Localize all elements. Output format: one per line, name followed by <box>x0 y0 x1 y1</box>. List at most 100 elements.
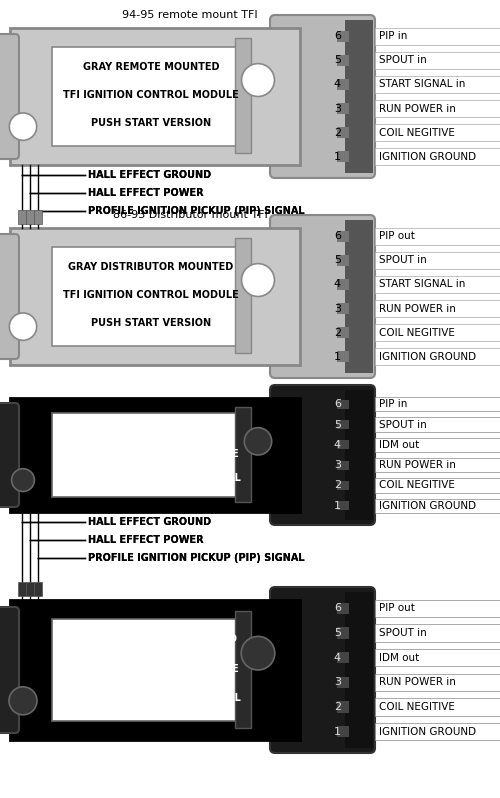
Bar <box>375 76 500 93</box>
Bar <box>375 349 500 365</box>
Circle shape <box>10 113 36 140</box>
Text: PIP in: PIP in <box>379 399 408 409</box>
Bar <box>337 152 349 162</box>
Bar <box>10 28 300 165</box>
Bar <box>375 624 500 642</box>
Bar <box>337 255 349 266</box>
Bar <box>375 438 500 452</box>
Bar <box>10 398 300 512</box>
Bar <box>26 210 34 224</box>
Text: HALL EFFECT GROUND: HALL EFFECT GROUND <box>88 517 211 527</box>
Bar <box>26 582 34 596</box>
Text: SPOUT in: SPOUT in <box>379 628 427 638</box>
Bar <box>375 324 500 342</box>
Text: 2: 2 <box>334 328 341 338</box>
Text: HALL EFFECT GROUND: HALL EFFECT GROUND <box>88 170 211 180</box>
Text: 1: 1 <box>334 501 341 511</box>
Bar <box>375 499 500 513</box>
Bar <box>345 390 373 520</box>
FancyBboxPatch shape <box>0 234 19 359</box>
Bar <box>375 28 500 45</box>
Text: 4: 4 <box>334 440 341 450</box>
Bar <box>337 420 349 429</box>
Bar <box>375 276 500 293</box>
Text: HALL EFFECT POWER: HALL EFFECT POWER <box>88 535 204 545</box>
Circle shape <box>9 687 37 715</box>
Text: HALL EFFECT GROUND: HALL EFFECT GROUND <box>88 170 211 180</box>
Text: TFI IGNITION CONTROL MODULE: TFI IGNITION CONTROL MODULE <box>63 290 239 300</box>
Text: 2: 2 <box>334 702 341 712</box>
Bar <box>337 701 349 713</box>
Text: PROFILE IGNITION PICKUP (PIP) SIGNAL: PROFILE IGNITION PICKUP (PIP) SIGNAL <box>88 553 304 563</box>
Bar <box>337 652 349 663</box>
Bar <box>375 252 500 269</box>
Bar <box>375 698 500 716</box>
Text: COMPUTER CONTROLLED DWELL: COMPUTER CONTROLLED DWELL <box>62 472 240 483</box>
Text: 1: 1 <box>334 727 341 737</box>
Bar <box>337 677 349 688</box>
Text: HALL EFFECT POWER: HALL EFFECT POWER <box>88 188 204 198</box>
Text: PROFILE IGNITION PICKUP (PIP) SIGNAL: PROFILE IGNITION PICKUP (PIP) SIGNAL <box>88 206 304 216</box>
Bar <box>375 148 500 165</box>
Bar <box>337 79 349 90</box>
Bar <box>235 238 251 353</box>
Text: 3: 3 <box>334 104 341 113</box>
Bar <box>337 481 349 490</box>
FancyBboxPatch shape <box>0 607 19 733</box>
Text: HALL EFFECT POWER: HALL EFFECT POWER <box>88 535 204 545</box>
Text: BLACK REMOTE MOUNTED: BLACK REMOTE MOUNTED <box>80 425 223 435</box>
Text: 5: 5 <box>334 628 341 638</box>
Bar <box>375 397 500 411</box>
Bar <box>235 611 251 728</box>
FancyBboxPatch shape <box>270 15 375 178</box>
Text: 6: 6 <box>334 31 341 41</box>
Text: COIL NEGITIVE: COIL NEGITIVE <box>379 702 455 712</box>
Text: RUN POWER in: RUN POWER in <box>379 104 456 113</box>
Text: SPOUT in: SPOUT in <box>379 420 427 429</box>
Text: BLACK DISTRIBUTOR MOUNTED: BLACK DISTRIBUTOR MOUNTED <box>65 634 237 645</box>
Circle shape <box>10 313 36 340</box>
Bar <box>235 38 251 153</box>
Bar <box>337 627 349 638</box>
Bar <box>375 417 500 432</box>
Bar <box>375 100 500 117</box>
Bar <box>337 231 349 242</box>
Circle shape <box>242 64 274 97</box>
Bar <box>10 600 300 740</box>
Bar <box>375 52 500 69</box>
Bar <box>337 602 349 614</box>
Text: PIP in: PIP in <box>379 31 408 41</box>
Text: 4: 4 <box>334 80 341 89</box>
Bar <box>52 619 250 721</box>
FancyBboxPatch shape <box>0 34 19 159</box>
Bar <box>337 30 349 41</box>
Text: PROFILE IGNITION PICKUP (PIP) SIGNAL: PROFILE IGNITION PICKUP (PIP) SIGNAL <box>88 553 304 563</box>
FancyBboxPatch shape <box>0 403 19 507</box>
Text: 94-95 remote mount TFI: 94-95 remote mount TFI <box>122 10 258 20</box>
Bar <box>34 210 42 224</box>
Text: 1: 1 <box>334 352 341 362</box>
Bar <box>337 327 349 338</box>
Text: IGNITION GROUND: IGNITION GROUND <box>379 727 476 737</box>
Text: 4: 4 <box>334 653 341 662</box>
Text: 5: 5 <box>334 255 341 265</box>
Text: IDM out: IDM out <box>379 653 419 662</box>
Text: COIL NEGITIVE: COIL NEGITIVE <box>379 328 455 338</box>
Text: 3: 3 <box>334 303 341 314</box>
Text: 2: 2 <box>334 480 341 491</box>
Bar <box>10 228 300 365</box>
Bar <box>375 458 500 472</box>
Text: IDM out: IDM out <box>379 440 419 450</box>
Bar <box>18 210 26 224</box>
Text: PUSH START VERSION: PUSH START VERSION <box>91 318 211 328</box>
Bar <box>337 55 349 65</box>
Text: START SIGNAL in: START SIGNAL in <box>379 80 466 89</box>
Bar <box>375 674 500 691</box>
Bar <box>235 407 251 502</box>
Bar <box>337 128 349 138</box>
Text: 86-93 Distributor mount TFI: 86-93 Distributor mount TFI <box>112 210 268 220</box>
Bar <box>337 103 349 114</box>
Text: 5: 5 <box>334 420 341 429</box>
Bar <box>375 649 500 666</box>
Text: IGNITION GROUND: IGNITION GROUND <box>379 152 476 162</box>
